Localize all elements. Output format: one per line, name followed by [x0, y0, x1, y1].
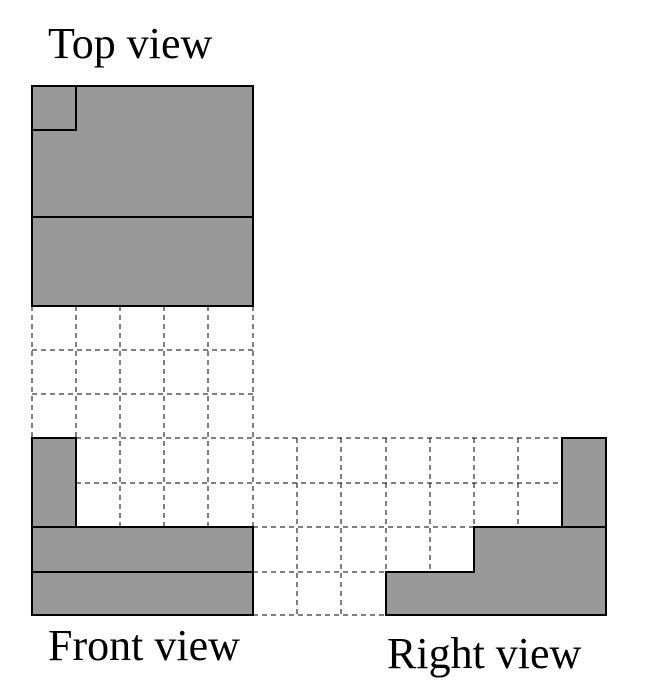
front-view — [31, 437, 254, 616]
front-view-upright — [31, 437, 77, 528]
right-view — [385, 437, 607, 616]
front-view-bottom-slab — [31, 571, 254, 616]
top-view-label: Top view — [48, 19, 213, 68]
front-view-label: Front view — [48, 621, 240, 670]
right-view-label: Right view — [387, 629, 582, 678]
front-view-middle-slab — [31, 526, 254, 573]
top-view — [31, 85, 254, 307]
top-view-corner-square — [31, 85, 77, 131]
